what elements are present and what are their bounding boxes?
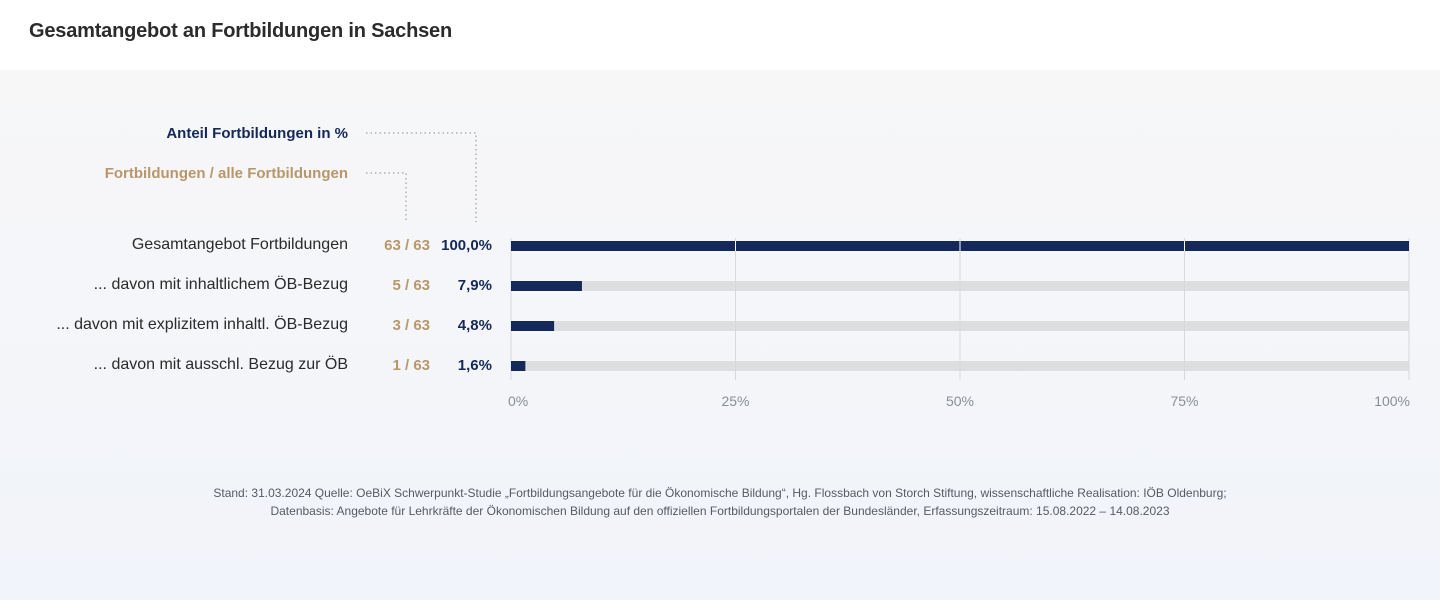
category-label: ... davon mit inhaltlichem ÖB-Bezug xyxy=(93,276,348,293)
percent-leader-line xyxy=(366,132,477,222)
x-tick-label: 100% xyxy=(1374,393,1410,409)
page-title: Gesamtangebot an Fortbildungen in Sachse… xyxy=(29,20,452,42)
bars xyxy=(511,241,1409,371)
bar xyxy=(511,361,526,371)
count-label: 63 / 63 xyxy=(384,237,430,254)
value-label: 1,6% xyxy=(457,357,492,374)
source-footnote: Stand: 31.03.2024 Quelle: OeBiX Schwerpu… xyxy=(0,484,1440,520)
value-label: 7,9% xyxy=(457,277,492,294)
count-label: 5 / 63 xyxy=(392,277,430,294)
category-label: Gesamtangebot Fortbildungen xyxy=(131,236,348,253)
legend-count-label: Fortbildungen / alle Fortbildungen xyxy=(104,165,348,182)
count-leader-line xyxy=(366,172,407,222)
legend-leader-lines xyxy=(366,132,477,222)
footnote-line-2: Datenbasis: Angebote für Lehrkräfte der … xyxy=(270,504,1170,518)
x-tick-label: 75% xyxy=(1170,393,1199,409)
value-label: 100,0% xyxy=(441,237,492,254)
category-label: ... davon mit ausschl. Bezug zur ÖB xyxy=(93,356,348,373)
category-label: ... davon mit explizitem inhaltl. ÖB-Bez… xyxy=(56,316,348,333)
footnote-line-1: Stand: 31.03.2024 Quelle: OeBiX Schwerpu… xyxy=(213,486,1227,500)
legend-percent-label: Anteil Fortbildungen in % xyxy=(166,125,348,142)
x-tick-label: 25% xyxy=(721,393,750,409)
chart-panel xyxy=(0,70,1440,600)
value-label: 4,8% xyxy=(457,317,492,334)
bar xyxy=(511,321,555,331)
grid-lines xyxy=(510,238,1410,380)
x-tick-label: 0% xyxy=(508,393,529,409)
count-label: 3 / 63 xyxy=(392,317,430,334)
x-tick-label: 50% xyxy=(945,393,975,409)
header: Gesamtangebot an Fortbildungen in Sachse… xyxy=(0,0,1440,70)
bar xyxy=(511,281,582,291)
count-label: 1 / 63 xyxy=(392,357,430,374)
